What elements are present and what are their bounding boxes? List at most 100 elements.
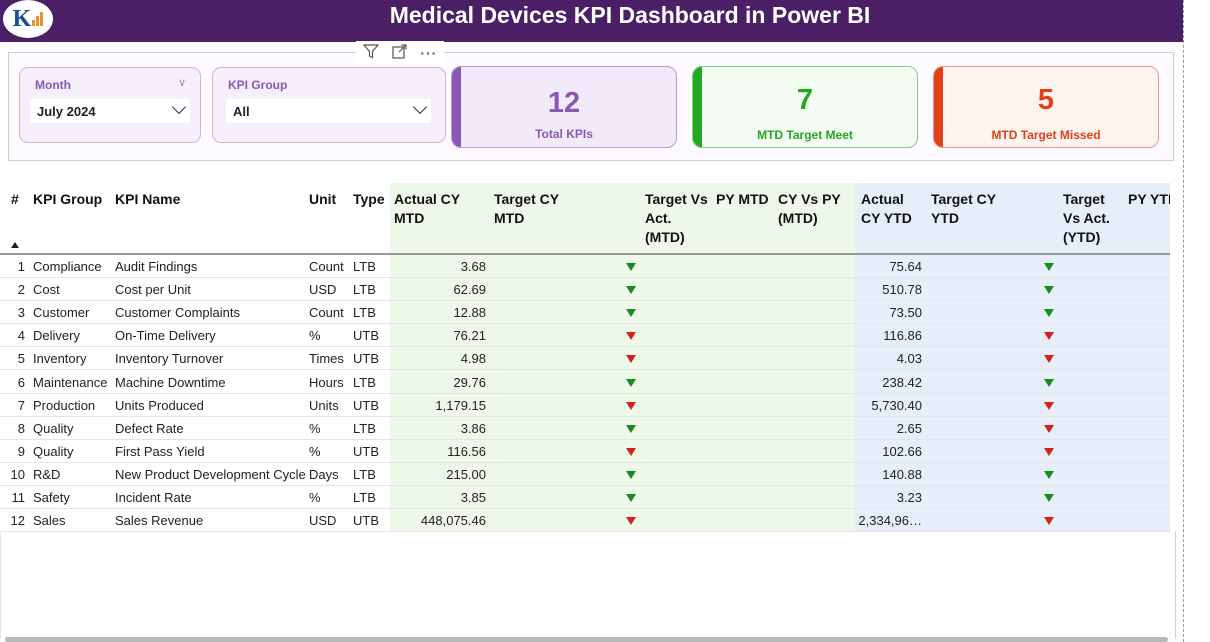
ytd-column-band: [855, 183, 1170, 531]
header-target-vs-act-ytd[interactable]: Target Vs Act. (YTD): [1063, 191, 1110, 245]
table-row[interactable]: 12 Sales Sales Revenue USD UTB 448,075.46 2,33…: [0, 509, 1170, 533]
row-actual-cy-ytd: 510.78: [882, 282, 922, 298]
target-missed-indicator-icon: [626, 332, 636, 341]
header-type[interactable]: Type: [353, 191, 385, 207]
row-type: LTB: [353, 420, 376, 436]
target-met-indicator-icon: [626, 286, 636, 295]
header-unit[interactable]: Unit: [309, 191, 337, 207]
row-unit: %: [309, 420, 321, 436]
table-row[interactable]: 7 Production Units Produced Units UTB 1,179.1…: [0, 394, 1170, 417]
header-target-cy-mtd[interactable]: Target CY MTD: [494, 191, 559, 226]
month-value: July 2024: [37, 103, 96, 119]
row-actual-cy-mtd: 3.68: [460, 259, 486, 274]
filter-icon[interactable]: [362, 43, 379, 62]
table-row[interactable]: 10 R&D New Product Development Cycle Days LT…: [0, 463, 1170, 486]
row-kpi-name: Audit Findings: [115, 259, 198, 274]
chevron-down-icon[interactable]: [171, 99, 187, 115]
row-actual-cy-ytd: 5,730.40: [871, 397, 922, 413]
row-type: LTB: [353, 374, 376, 390]
visual-header-toolbar: ···: [356, 41, 444, 64]
row-number: 12: [10, 513, 25, 529]
month-slicer[interactable]: Month ∨ July 2024: [19, 67, 201, 143]
card-value: 7: [796, 84, 814, 116]
table-row[interactable]: 11 Safety Incident Rate% LTB 3.85 3.23: [0, 486, 1170, 509]
row-type: LTB: [353, 490, 376, 505]
more-options-icon[interactable]: ···: [420, 44, 438, 61]
row-unit: Hours: [309, 374, 344, 390]
focus-mode-icon[interactable]: [392, 43, 407, 62]
row-unit: %: [309, 490, 321, 505]
row-unit: USD: [309, 513, 337, 529]
row-unit: %: [309, 328, 321, 344]
header-py-mtd[interactable]: PY MTD: [716, 191, 769, 207]
target-met-indicator-icon: [1044, 470, 1054, 479]
target-missed-indicator-icon: [1044, 401, 1054, 410]
table-row[interactable]: 5 Inventory Inventory Turnover Times UTB 4.98…: [0, 347, 1170, 371]
table-row[interactable]: 1 Compliance Audit Findings Count LTB 3.68 75.…: [0, 255, 1170, 278]
header-target-vs-act-mtd[interactable]: Target Vs Act. (MTD): [645, 191, 708, 245]
row-actual-cy-ytd: 73.50: [889, 305, 922, 321]
row-kpi-group: Cost: [33, 282, 60, 298]
target-missed-indicator-icon: [626, 447, 636, 456]
kpi-logo-icon: K: [3, 0, 53, 38]
table-row[interactable]: 6 Maintenance Machine Downtime Hours LTB 29.7…: [0, 371, 1170, 394]
header-bar: K Medical Devices KPI Dashboard in Power…: [0, 0, 1183, 42]
row-type: UTB: [353, 351, 379, 367]
header-num[interactable]: #: [11, 191, 19, 207]
row-number: 3: [17, 305, 25, 321]
header-py-ytd[interactable]: PY YTI: [1128, 191, 1170, 207]
target-met-indicator-icon: [1044, 263, 1054, 271]
row-type: LTB: [353, 305, 376, 321]
row-actual-cy-mtd: 3.85: [460, 490, 486, 505]
row-type: LTB: [353, 259, 376, 274]
row-actual-cy-mtd: 1,179.15: [435, 397, 486, 413]
row-kpi-name: Cost per Unit: [115, 282, 191, 298]
kpi-group-slicer[interactable]: KPI Group All: [212, 67, 446, 143]
header-target-cy-ytd[interactable]: Target CY YTD: [931, 191, 996, 226]
row-kpi-name: Defect Rate: [115, 420, 184, 436]
row-type: UTB: [353, 443, 379, 459]
table-row[interactable]: 2 Cost Cost per Unit USD LTB 62.69 510.78: [0, 278, 1170, 302]
target-missed-indicator-icon: [1044, 355, 1054, 364]
row-kpi-group: R&D: [33, 466, 61, 482]
row-kpi-name: First Pass Yield: [115, 443, 205, 459]
target-met-indicator-icon: [626, 494, 636, 502]
kpi-group-dropdown[interactable]: All: [226, 99, 431, 123]
table-row[interactable]: 4 Delivery On-Time Delivery% UTB 76.21 116.86: [0, 324, 1170, 348]
table-row[interactable]: 8 Quality Defect Rate% LTB 3.86 2.65: [0, 417, 1170, 440]
target-met-indicator-icon: [1044, 309, 1054, 318]
row-kpi-name: On-Time Delivery: [115, 328, 216, 344]
page-edge-divider: [1183, 0, 1184, 642]
mtd-target-meet-card: 7 MTD Target Meet: [692, 66, 918, 148]
row-kpi-group: Compliance: [33, 259, 102, 274]
card-label: MTD Target Meet: [757, 128, 853, 142]
mtd-column-band: [390, 183, 855, 531]
header-kpi-group[interactable]: KPI Group: [33, 191, 103, 207]
row-actual-cy-mtd: 12.88: [453, 305, 486, 321]
row-number: 8: [17, 420, 25, 436]
row-actual-cy-mtd: 29.76: [453, 374, 486, 390]
target-missed-indicator-icon: [1044, 424, 1054, 433]
row-actual-cy-ytd: 4.03: [896, 351, 922, 367]
table-row[interactable]: 9 Quality First Pass Yield% UTB 116.56 102.66: [0, 440, 1170, 463]
row-number: 7: [17, 397, 25, 413]
chevron-down-icon[interactable]: [412, 99, 428, 115]
row-number: 1: [17, 259, 25, 274]
sort-ascending-icon[interactable]: [11, 242, 19, 248]
header-actual-cy-ytd[interactable]: Actual CY YTD: [861, 191, 912, 226]
month-dropdown[interactable]: July 2024: [30, 99, 190, 123]
card-accent-bar: [934, 67, 943, 147]
header-actual-cy-mtd[interactable]: Actual CY MTD: [394, 191, 460, 226]
header-cy-vs-py-mtd[interactable]: CY Vs PY (MTD): [778, 191, 841, 226]
chevron-down-icon[interactable]: ∨: [177, 77, 186, 89]
row-kpi-name: Incident Rate: [115, 490, 192, 505]
card-value: 12: [547, 87, 581, 119]
horizontal-scrollbar[interactable]: [5, 637, 1168, 642]
table-row[interactable]: 3 Customer Customer Complaints Count LTB 12.8…: [0, 301, 1170, 325]
row-unit: Count: [309, 259, 344, 274]
total-kpis-card: 12 Total KPIs: [451, 66, 677, 148]
header-kpi-name[interactable]: KPI Name: [115, 191, 181, 207]
target-met-indicator-icon: [626, 263, 636, 271]
row-actual-cy-ytd: 2.65: [896, 420, 922, 436]
target-missed-indicator-icon: [1044, 447, 1054, 456]
